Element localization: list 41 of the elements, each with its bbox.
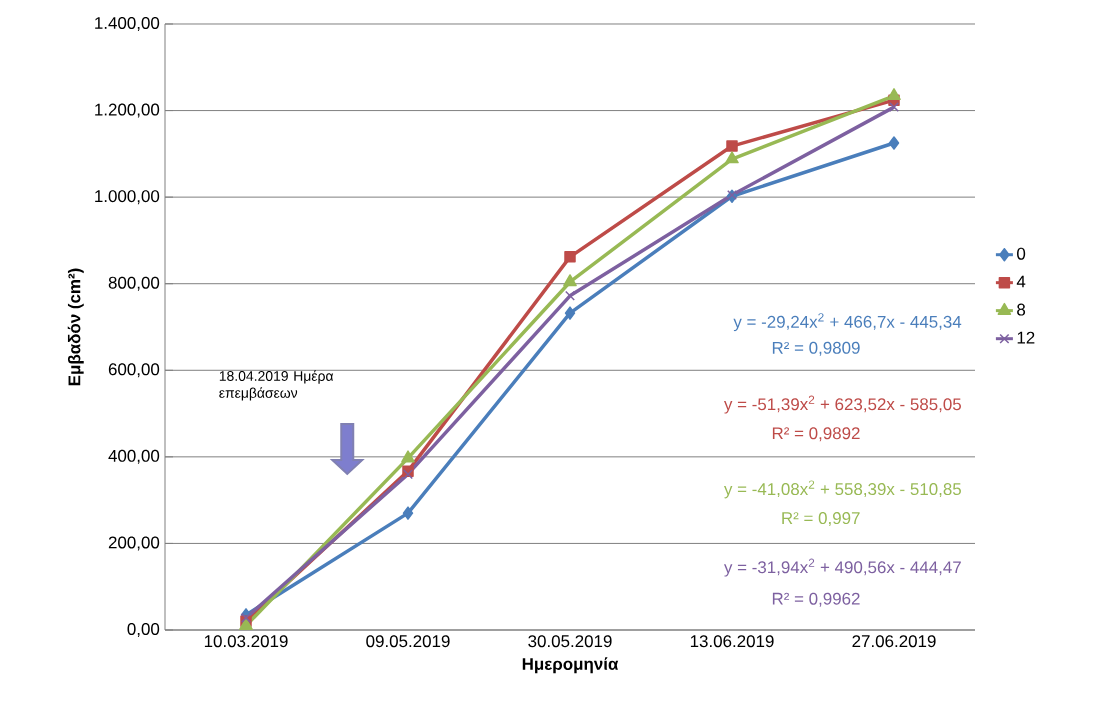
point bbox=[565, 290, 575, 301]
x-tick-label: 09.05.2019 bbox=[366, 635, 450, 648]
y-axis-title: Εμβαδόν (cm²) bbox=[67, 268, 84, 386]
x-tick-label: 10.03.2019 bbox=[204, 635, 288, 648]
point bbox=[564, 251, 576, 263]
y-tick-label: 0,00 bbox=[127, 623, 160, 637]
legend-label: 8 bbox=[1017, 303, 1026, 316]
y-tick-label: 800,00 bbox=[108, 276, 160, 291]
annotation: R² = 0,9892 bbox=[772, 427, 860, 442]
annotation: y = -41,08x$^{2}$ + 558,39x - 510,85 bbox=[724, 480, 961, 499]
point bbox=[726, 140, 738, 152]
x-axis-title: Ημερομηνία bbox=[522, 657, 619, 674]
annotation: y = -51,39x$^{2}$ + 623,52x - 585,05 bbox=[724, 395, 961, 414]
y-tick-label: 200,00 bbox=[108, 536, 160, 551]
y-tick-label: 1.200,00 bbox=[95, 103, 160, 118]
annotation: 18.04.2019 Ημέρα επεμβάσεων bbox=[219, 370, 334, 401]
annotation: R² = 0,9809 bbox=[772, 341, 860, 356]
point bbox=[401, 450, 415, 463]
y-tick-label: 1.000,00 bbox=[95, 190, 160, 205]
point bbox=[887, 88, 901, 101]
annotation: R² = 0,9962 bbox=[772, 592, 860, 607]
point bbox=[888, 136, 900, 150]
legend-label: 12 bbox=[1017, 331, 1035, 344]
x-tick-label: 13.06.2019 bbox=[690, 635, 774, 648]
point bbox=[403, 469, 413, 480]
point bbox=[889, 102, 899, 113]
y-tick-label: 400,00 bbox=[108, 449, 160, 464]
x-tick-label: 27.06.2019 bbox=[852, 635, 936, 648]
point bbox=[564, 306, 576, 320]
point bbox=[563, 274, 577, 287]
legend-label: 4 bbox=[1016, 275, 1026, 288]
y-tick-label: 600,00 bbox=[108, 363, 160, 378]
point bbox=[402, 506, 414, 520]
point bbox=[241, 612, 251, 623]
point bbox=[725, 151, 739, 164]
legend-label: 0 bbox=[1017, 247, 1026, 260]
annotation: y = -31,94x$^{2}$ + 490,56x - 444,47 bbox=[724, 558, 961, 577]
annotation: y = -29,24x$^{2}$ + 466,7x - 445,34 bbox=[733, 313, 962, 332]
y-tick-label: 1.400,00 bbox=[95, 16, 160, 31]
annotation: R² = 0,997 bbox=[782, 512, 860, 527]
x-tick-label: 30.05.2019 bbox=[528, 635, 612, 648]
